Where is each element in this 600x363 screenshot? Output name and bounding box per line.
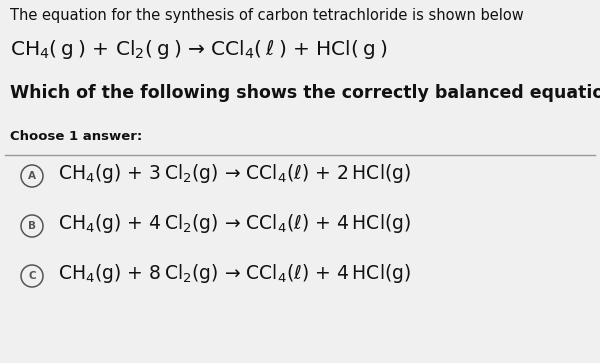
Text: CH$_4$(g) + 3 Cl$_2$(g) → CCl$_4$(ℓ) + 2 HCl(g): CH$_4$(g) + 3 Cl$_2$(g) → CCl$_4$(ℓ) + 2… bbox=[58, 162, 411, 185]
Text: CH$_4$(g) + 4 Cl$_2$(g) → CCl$_4$(ℓ) + 4 HCl(g): CH$_4$(g) + 4 Cl$_2$(g) → CCl$_4$(ℓ) + 4… bbox=[58, 212, 411, 235]
Text: A: A bbox=[28, 171, 36, 181]
Text: B: B bbox=[28, 221, 36, 231]
Text: CH$_4$( g ) + Cl$_2$( g ) → CCl$_4$( ℓ ) + HCl( g ): CH$_4$( g ) + Cl$_2$( g ) → CCl$_4$( ℓ )… bbox=[10, 38, 387, 61]
Text: Choose 1 answer:: Choose 1 answer: bbox=[10, 130, 142, 143]
Text: CH$_4$(g) + 8 Cl$_2$(g) → CCl$_4$(ℓ) + 4 HCl(g): CH$_4$(g) + 8 Cl$_2$(g) → CCl$_4$(ℓ) + 4… bbox=[58, 262, 411, 285]
Text: C: C bbox=[28, 271, 36, 281]
Text: Which of the following shows the correctly balanced equation?: Which of the following shows the correct… bbox=[10, 84, 600, 102]
Text: The equation for the synthesis of carbon tetrachloride is shown below: The equation for the synthesis of carbon… bbox=[10, 8, 524, 23]
